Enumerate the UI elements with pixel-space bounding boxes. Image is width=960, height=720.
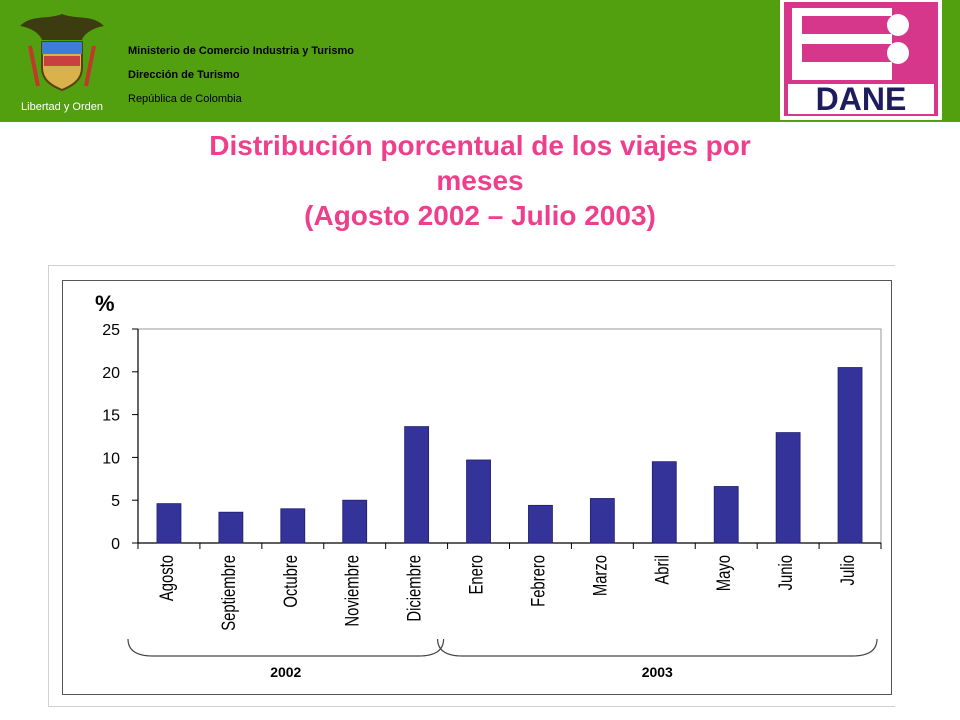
x-tick-label: Abril <box>652 555 673 585</box>
bar-chart: 0 5 10 15 20 25% Agosto Septiembre Octubre Noviem… <box>95 291 882 680</box>
x-tick-label: Enero <box>466 555 487 594</box>
coat-of-arms-logo: Libertad y Orden <box>20 14 104 113</box>
ministry-text: Ministerio de Comercio Industria y Turis… <box>128 44 354 116</box>
x-tick-label: Noviembre <box>342 555 363 627</box>
x-tick-label: Septiembre <box>218 555 239 631</box>
year-group-label: 2003 <box>642 664 673 680</box>
bar-noviembre <box>342 499 368 544</box>
x-tick-label: Julio <box>837 555 858 585</box>
y-tick-label: 20 <box>102 365 120 382</box>
ministry-line-1: Ministerio de Comercio Industria y Turis… <box>128 45 354 57</box>
y-tick-label: 25 <box>102 322 120 339</box>
dane-logo: DANE <box>780 0 942 120</box>
dane-logo-text: DANE <box>816 81 907 117</box>
bar-octubre <box>280 508 306 544</box>
ministry-line-2: Dirección de Turismo <box>128 69 240 81</box>
bar-julio <box>837 367 863 544</box>
y-tick-label: 10 <box>102 450 120 467</box>
title-line-1: Distribución porcentual de los viajes po… <box>209 130 751 161</box>
header-banner: Libertad y Orden Ministerio de Comercio … <box>0 0 960 122</box>
coat-caption: Libertad y Orden <box>21 101 103 113</box>
y-tick-label: 15 <box>102 408 120 425</box>
title-line-3: (Agosto 2002 – Julio 2003) <box>304 200 656 231</box>
x-tick-label: Febrero <box>528 555 549 607</box>
year-brace <box>127 638 445 657</box>
x-tick-label: Mayo <box>713 555 734 591</box>
bar-enero <box>466 459 491 544</box>
year-brace <box>436 638 878 657</box>
plot-area <box>137 328 882 544</box>
bar-marzo <box>589 498 615 544</box>
chart-title: Distribución porcentual de los viajes po… <box>60 128 900 233</box>
x-tick-label: Junio <box>775 555 796 590</box>
bar-febrero <box>528 504 553 544</box>
bar-mayo <box>713 486 739 544</box>
x-tick-label: Octubre <box>280 555 301 608</box>
year-group-label: 2002 <box>270 664 301 680</box>
ministry-line-3: República de Colombia <box>128 93 242 105</box>
y-tick-label: 5 <box>111 493 120 510</box>
chart-box: 0 5 10 15 20 25% Agosto Septiembre Octubre Noviem… <box>62 280 892 695</box>
x-tick-label: Diciembre <box>404 555 425 622</box>
bar-diciembre <box>404 426 430 544</box>
bar-junio <box>775 432 801 544</box>
title-line-2: meses <box>436 165 524 196</box>
bar-septiembre <box>218 511 244 544</box>
x-tick-label: Marzo <box>590 555 611 596</box>
y-tick-label: 0 <box>111 536 120 553</box>
y-axis-label: % <box>95 291 115 316</box>
bar-agosto <box>156 503 182 544</box>
x-tick-label: Agosto <box>156 555 177 601</box>
bar-abril <box>651 461 677 544</box>
chart-outer-frame <box>48 265 895 707</box>
